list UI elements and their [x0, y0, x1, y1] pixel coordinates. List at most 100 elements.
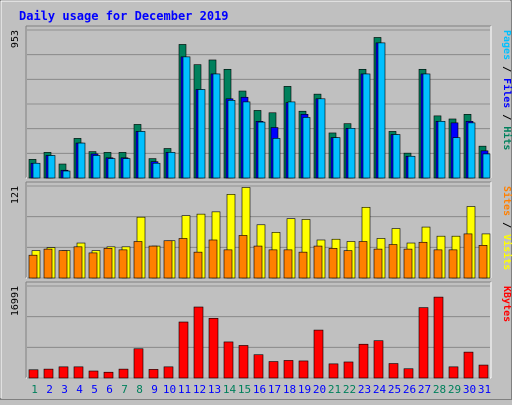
x-tick-label-day-9: 9	[151, 383, 158, 396]
bar-pages-day-21	[332, 137, 341, 179]
bar-sites-day-8	[133, 241, 143, 279]
bar-kbytes-day-27	[418, 307, 429, 379]
bar-kbytes-day-23	[358, 343, 369, 379]
bar-pages-day-9	[152, 162, 161, 179]
bar-kbytes-day-3	[58, 366, 69, 379]
legend-visits-sites: Sites / Visits	[501, 186, 512, 270]
x-tick-label-day-25: 25	[388, 383, 401, 396]
x-tick-label-day-6: 6	[106, 383, 113, 396]
bar-kbytes-day-12	[193, 306, 204, 379]
legend-separator: /	[501, 108, 512, 126]
bar-pages-day-5	[92, 155, 101, 179]
bar-sites-day-27	[418, 241, 428, 279]
x-tick-label-day-2: 2	[46, 383, 53, 396]
x-tick-label-day-4: 4	[76, 383, 83, 396]
x-tick-label-day-26: 26	[403, 383, 416, 396]
bar-kbytes-day-21	[328, 363, 339, 379]
bar-pages-day-28	[437, 121, 446, 179]
legend-entry-hits: Hits	[501, 126, 512, 150]
bar-pages-day-8	[137, 131, 146, 179]
x-tick-label-day-15: 15	[238, 383, 251, 396]
legend-hits-files-pages: Pages / Files / Hits	[501, 30, 512, 150]
bar-sites-day-18	[283, 249, 293, 279]
y-axis-max-label: 121	[10, 186, 21, 204]
bar-kbytes-day-9	[148, 369, 159, 379]
bar-kbytes-day-4	[73, 366, 84, 379]
bar-sites-day-23	[358, 241, 368, 279]
bar-pages-day-10	[167, 152, 176, 179]
bar-pages-day-14	[227, 100, 236, 179]
bar-pages-day-13	[212, 73, 221, 179]
bar-sites-day-30	[463, 233, 473, 279]
legend-entry-visits: Visits	[501, 234, 512, 270]
x-tick-label-day-10: 10	[163, 383, 176, 396]
bar-sites-day-9	[148, 245, 158, 279]
bar-sites-day-11	[178, 238, 188, 279]
bar-pages-day-16	[257, 121, 266, 179]
x-tick-label-day-1: 1	[31, 383, 38, 396]
bar-pages-day-17	[272, 138, 281, 179]
bar-kbytes-day-24	[373, 340, 384, 379]
bar-pages-day-7	[122, 158, 131, 179]
panel-hits-files-pages: 953 Pages / Files / Hits	[10, 25, 512, 179]
bar-pages-day-26	[407, 155, 416, 179]
bar-sites-day-28	[433, 249, 443, 279]
y-axis-max-label: 953	[10, 30, 21, 48]
bar-pages-day-2	[47, 155, 56, 179]
bar-sites-day-17	[268, 249, 278, 279]
x-axis-day-labels: 1 2 3 4 5 6 7 8 9 10 11 12 13 14 15 16 17 18 19 20 21 22 23 24 2…	[31, 383, 491, 396]
legend-entry-pages: Pages	[501, 30, 512, 60]
bar-sites-day-29	[448, 249, 458, 279]
panel-visits-sites: 121 Sites / Visits	[10, 181, 512, 279]
bar-pages-day-4	[77, 142, 86, 179]
x-tick-label-day-5: 5	[91, 383, 98, 396]
panel-kbytes: 16991 KBytes	[10, 281, 512, 379]
bar-pages-day-18	[287, 101, 296, 179]
bar-pages-day-22	[347, 128, 356, 179]
x-tick-label-day-17: 17	[268, 383, 281, 396]
bar-kbytes-day-25	[388, 363, 399, 379]
x-tick-label-day-13: 13	[208, 383, 221, 396]
bar-sites-day-6	[103, 248, 113, 279]
bar-kbytes-day-22	[343, 361, 354, 379]
bar-kbytes-day-26	[403, 368, 414, 379]
bar-kbytes-day-18	[283, 360, 294, 379]
chart-title: Daily usage for December 2019	[19, 9, 229, 23]
bar-sites-day-13	[208, 239, 218, 279]
legend-separator: /	[501, 60, 512, 78]
bar-kbytes-day-10	[163, 366, 174, 379]
x-tick-label-day-23: 23	[358, 383, 371, 396]
bar-sites-day-10	[163, 240, 173, 279]
bar-sites-day-12	[193, 251, 203, 279]
chart-panels: 953 Pages / Files / Hits 121 Sites / Visits…	[10, 25, 512, 379]
legend-entry-kbytes: KBytes	[501, 286, 512, 322]
x-tick-label-day-21: 21	[328, 383, 341, 396]
x-tick-label-day-3: 3	[61, 383, 68, 396]
x-tick-label-day-22: 22	[343, 383, 356, 396]
bar-sites-day-22	[343, 250, 353, 279]
bar-kbytes-day-6	[103, 371, 114, 379]
x-tick-label-day-24: 24	[373, 383, 387, 396]
bar-sites-day-25	[388, 244, 398, 279]
bar-kbytes-day-16	[253, 354, 264, 379]
bar-kbytes-day-5	[88, 370, 99, 379]
x-tick-label-day-11: 11	[178, 383, 191, 396]
bar-pages-day-27	[422, 73, 431, 179]
bar-kbytes-day-20	[313, 329, 324, 379]
legend-entry-files: Files	[501, 78, 512, 108]
bar-kbytes-day-30	[463, 351, 474, 379]
bar-pages-day-23	[362, 73, 371, 179]
bar-pages-day-29	[452, 137, 461, 179]
bar-sites-day-26	[403, 248, 413, 279]
x-tick-label-day-16: 16	[253, 383, 266, 396]
bar-sites-day-31	[478, 245, 488, 279]
bar-sites-day-2	[43, 248, 53, 279]
bar-kbytes-day-29	[448, 366, 459, 379]
bar-kbytes-day-13	[208, 318, 219, 379]
bar-sites-day-3	[58, 250, 68, 279]
bar-kbytes-day-2	[43, 368, 54, 379]
x-tick-label-day-18: 18	[283, 383, 296, 396]
x-tick-label-day-12: 12	[193, 383, 206, 396]
x-tick-label-day-30: 30	[463, 383, 476, 396]
